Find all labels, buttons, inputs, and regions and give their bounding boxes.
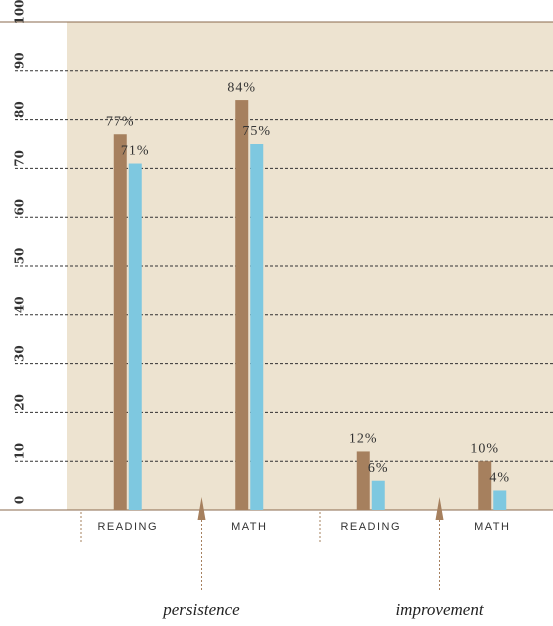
value-label: 10% [470,441,499,456]
y-tick-label: 100 [13,0,27,25]
value-label: 84% [227,80,256,95]
value-label: 6% [368,461,389,476]
x-tick-label: MATH [231,521,267,533]
value-label: 71% [121,144,150,159]
bar [493,490,507,510]
arrow [435,497,444,520]
y-tick-label: 70 [13,150,27,167]
bar [356,451,370,510]
y-tick-label: 30 [13,345,27,362]
bar [235,100,249,510]
x-tick-label: READING [340,521,401,533]
bar [250,144,264,510]
y-tick-label: 90 [13,52,27,69]
bar [128,163,142,510]
y-tick-label: 20 [13,394,27,411]
y-tick-label: 0 [13,496,27,504]
y-tick-label: 80 [13,101,27,118]
x-tick-label: READING [97,521,158,533]
value-label: 75% [242,124,271,139]
group-label: persistence [162,600,240,619]
bar [478,461,492,510]
y-tick-label: 50 [13,248,27,265]
x-tick-label: MATH [474,521,510,533]
bar [113,134,127,511]
bar [371,480,385,510]
value-label: 77% [106,114,135,129]
y-tick-label: 60 [13,199,27,216]
y-tick-label: 40 [13,296,27,313]
value-label: 12% [349,432,378,447]
value-label: 4% [489,471,510,486]
arrow [197,497,206,520]
y-tick-label: 10 [13,443,27,460]
group-label: improvement [395,600,484,619]
